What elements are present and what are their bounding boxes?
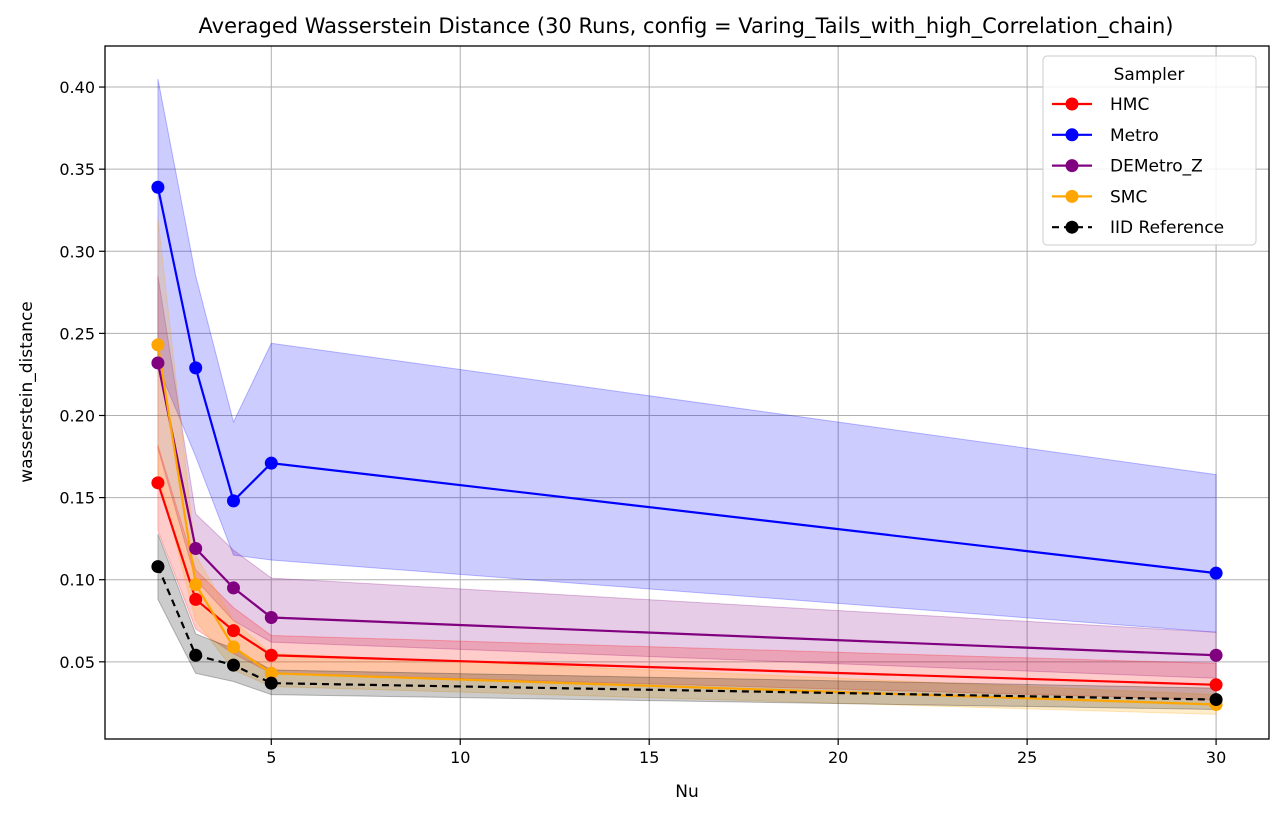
hmc-point [151, 476, 165, 490]
y-tick-label: 0.25 [59, 324, 95, 343]
series-markers [151, 180, 1223, 712]
legend-marker [1065, 220, 1079, 234]
y-tick-label: 0.40 [59, 78, 95, 97]
y-tick-label: 0.20 [59, 406, 95, 425]
smc-point [264, 666, 278, 680]
y-tick-label: 0.35 [59, 160, 95, 179]
smc-point [151, 338, 165, 352]
demetro-z-band [157, 275, 1217, 679]
demetro-z-point [189, 542, 203, 556]
legend-marker [1065, 189, 1079, 203]
iid-reference-point [226, 658, 240, 672]
metro-band [157, 78, 1217, 633]
x-tick-label: 10 [450, 748, 470, 767]
metro-point [189, 361, 203, 375]
iid-reference-point [1209, 693, 1223, 707]
iid-reference-point [264, 676, 278, 690]
demetro-z-point [151, 356, 165, 370]
confidence-bands [157, 78, 1217, 715]
legend-entry-demetro-z: DEMetro_Z [1052, 157, 1203, 177]
metro-point [264, 456, 278, 470]
legend-label: HMC [1110, 95, 1149, 115]
legend-box [1042, 55, 1257, 246]
x-tick-label: 25 [1017, 748, 1037, 767]
x-tick-label: 30 [1206, 748, 1226, 767]
y-tick-label: 0.30 [59, 242, 95, 261]
axis-ticks: 5 10 15 20 25 30 0.05 0.10 0.15 0.20 0.25 0.30 0.35 0… [59, 78, 1226, 767]
y-tick-label: 0.15 [59, 489, 95, 508]
legend-entries: HMC Metro DEMetro_Z SMC IID Reference [1052, 95, 1224, 238]
demetro-z-point [264, 610, 278, 624]
hmc-point [189, 592, 203, 606]
y-tick-label: 0.05 [59, 653, 95, 672]
legend-title: Sampler [1114, 65, 1185, 85]
x-tick-label: 20 [828, 748, 848, 767]
smc-point [189, 578, 203, 592]
x-axis-label: Nu [675, 782, 699, 802]
iid-reference-point [151, 560, 165, 574]
metro-point [151, 180, 165, 194]
smc-band [157, 218, 1217, 715]
plot-frame [104, 45, 1270, 740]
legend-entry-smc: SMC [1052, 187, 1147, 207]
legend-entry-metro: Metro [1052, 126, 1159, 146]
smc-point [226, 640, 240, 654]
hmc-point [1209, 678, 1223, 692]
legend-label: DEMetro_Z [1110, 157, 1203, 177]
legend-label: SMC [1110, 187, 1147, 207]
y-axis-label: wasserstein_distance [17, 301, 37, 483]
hmc-point [264, 648, 278, 662]
grid [105, 46, 1269, 739]
legend-entry-hmc: HMC [1052, 95, 1149, 115]
legend-entry-iid-reference: IID Reference [1052, 218, 1224, 238]
x-tick-label: 5 [266, 748, 276, 767]
legend-marker [1065, 128, 1079, 142]
demetro-z-point [226, 581, 240, 595]
legend-label: IID Reference [1110, 218, 1224, 238]
iid-reference-point [189, 648, 203, 662]
metro-point [1209, 566, 1223, 580]
legend: Sampler HMC Metro DEMetro_Z SMC IID Referenc… [1042, 55, 1257, 246]
x-tick-label: 15 [639, 748, 659, 767]
legend-marker [1065, 97, 1079, 111]
hmc-point [226, 624, 240, 638]
chart-title: Averaged Wasserstein Distance (30 Runs, … [199, 14, 1174, 39]
y-tick-label: 0.10 [59, 571, 95, 590]
legend-label: Metro [1110, 126, 1159, 146]
metro-point [226, 494, 240, 508]
legend-marker [1065, 159, 1079, 173]
demetro-z-point [1209, 648, 1223, 662]
